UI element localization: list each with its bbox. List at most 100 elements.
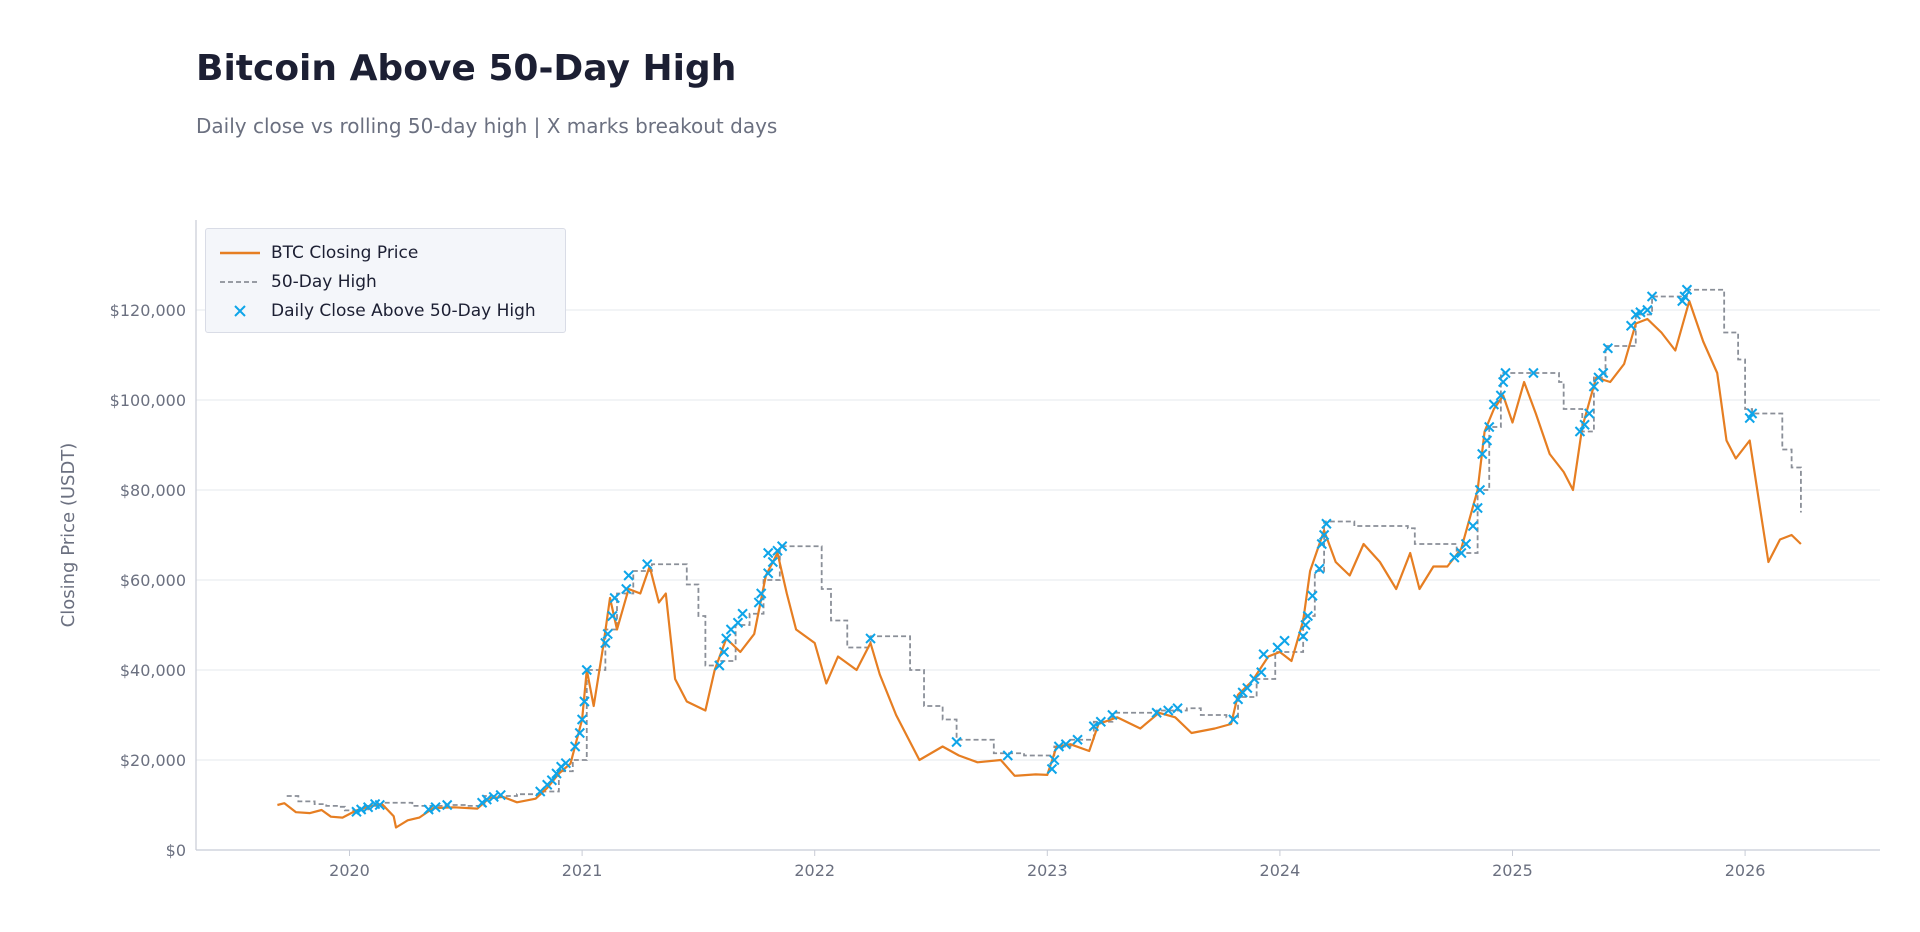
breakout-marker-24 [602, 628, 613, 640]
breakout-marker-70 [1314, 563, 1325, 574]
grid-lines [196, 309, 1880, 761]
y-tick-label-1: $20,000 [120, 751, 186, 770]
breakout-marker-31 [718, 646, 730, 658]
breakout-marker-54 [1151, 707, 1162, 718]
breakout-marker-43 [865, 633, 876, 644]
breakout-marker-67 [1300, 619, 1311, 631]
legend-x-marker-swatch [234, 305, 246, 317]
breakout-marker-76 [1460, 538, 1472, 550]
breakout-marker-57 [1228, 714, 1239, 725]
breakout-marker-95 [1625, 320, 1637, 331]
breakout-marker-46 [1046, 763, 1058, 775]
y-tick-label-6: $120,000 [110, 301, 186, 320]
breakout-marker-104 [1746, 408, 1758, 419]
breakout-marker-45 [1002, 750, 1013, 761]
axes: $0 $20,000 $40,000 $60,000 $80,000 $100,000 $1… [110, 220, 1880, 880]
breakout-marker-91 [1588, 381, 1600, 392]
legend-dashed-line-swatch [220, 281, 260, 283]
x-tick-label-0: 2020 [329, 861, 370, 880]
breakout-marker-27 [621, 583, 632, 595]
breakout-marker-71 [1316, 538, 1327, 550]
breakout-marker-19 [574, 727, 585, 739]
breakout-marker-79 [1474, 484, 1486, 496]
x-tick-label-5: 2025 [1492, 861, 1533, 880]
breakout-marker-101 [1679, 291, 1690, 302]
legend-label-50-day-high: 50-Day High [271, 272, 377, 292]
breakout-marker-53 [1107, 709, 1118, 721]
breakout-marker-11 [495, 789, 506, 801]
breakout-marker-84 [1495, 390, 1507, 401]
breakout-marker-34 [732, 617, 744, 628]
breakout-marker-50 [1072, 734, 1083, 745]
breakout-marker-39 [767, 556, 779, 568]
breakout-marker-85 [1497, 376, 1509, 388]
breakout-marker-86 [1500, 367, 1511, 379]
breakout-marker-81 [1481, 435, 1493, 446]
breakout-marker-98 [1642, 304, 1653, 316]
x-tick-label-3: 2023 [1027, 861, 1068, 880]
breakout-marker-56 [1172, 703, 1183, 714]
y-tick-label-5: $100,000 [110, 391, 186, 410]
breakout-marker-42 [776, 541, 788, 552]
breakout-marker-15 [551, 768, 562, 779]
y-tick-label-2: $40,000 [120, 661, 186, 680]
breakout-marker-32 [721, 633, 732, 644]
y-tick-label-0: $0 [166, 841, 186, 860]
breakout-marker-89 [1579, 419, 1590, 430]
breakout-marker-25 [607, 610, 618, 622]
x-tick-label-1: 2021 [562, 861, 603, 880]
breakout-marker-49 [1060, 739, 1072, 750]
breakout-marker-99 [1646, 291, 1658, 302]
breakout-marker-94 [1602, 343, 1614, 354]
breakout-marker-78 [1472, 502, 1483, 514]
breakout-marker-23 [600, 637, 611, 649]
breakout-marker-47 [1049, 754, 1060, 766]
legend-item-50-day-high: 50-Day High [206, 270, 565, 294]
series-line-50-day-high [286, 288, 1802, 812]
legend-solid-line-swatch [220, 251, 260, 255]
breakout-marker-30 [714, 660, 725, 671]
breakout-marker-7 [441, 799, 453, 811]
breakout-marker-5 [423, 804, 434, 815]
x-tick-label-6: 2026 [1725, 861, 1766, 880]
breakout-marker-82 [1484, 421, 1495, 433]
breakout-marker-75 [1456, 547, 1467, 559]
breakout-marker-68 [1302, 610, 1314, 622]
breakout-marker-1 [355, 804, 367, 815]
breakout-marker-74 [1449, 552, 1460, 563]
breakout-marker-97 [1635, 307, 1646, 318]
breakout-marker-17 [560, 757, 572, 769]
breakout-marker-66 [1297, 631, 1309, 642]
breakout-marker-38 [762, 568, 774, 579]
y-tick-label-4: $80,000 [120, 481, 186, 500]
breakout-marker-80 [1477, 448, 1488, 460]
breakout-marker-88 [1574, 426, 1586, 437]
legend-label-price: BTC Closing Price [271, 243, 419, 263]
breakout-marker-36 [753, 597, 765, 608]
breakout-marker-55 [1163, 705, 1174, 716]
breakout-marker-26 [609, 592, 620, 604]
breakout-marker-102 [1681, 284, 1693, 295]
breakout-marker-63 [1258, 649, 1269, 660]
legend: BTC Closing Price 50-Day High Daily Clos… [205, 228, 566, 333]
chart-title: Bitcoin Above 50-Day High [196, 48, 737, 89]
breakout-marker-87 [1528, 367, 1539, 379]
breakout-marker-83 [1488, 399, 1500, 410]
y-tick-label-3: $60,000 [120, 571, 186, 590]
breakout-marker-22 [581, 664, 592, 676]
breakout-marker-90 [1584, 408, 1595, 419]
breakout-marker-35 [737, 608, 748, 619]
breakout-marker-8 [476, 797, 488, 808]
breakout-marker-20 [576, 714, 588, 725]
x-tick-label-4: 2024 [1260, 861, 1301, 880]
breakout-marker-62 [1256, 667, 1267, 678]
breakout-marker-2 [362, 802, 374, 813]
breakout-marker-72 [1318, 529, 1330, 541]
breakout-marker-69 [1307, 590, 1318, 601]
breakout-marker-51 [1088, 721, 1100, 732]
legend-item-price: BTC Closing Price [206, 241, 565, 265]
breakout-marker-93 [1598, 367, 1609, 379]
breakout-marker-77 [1467, 520, 1479, 532]
breakout-marker-48 [1053, 741, 1065, 752]
